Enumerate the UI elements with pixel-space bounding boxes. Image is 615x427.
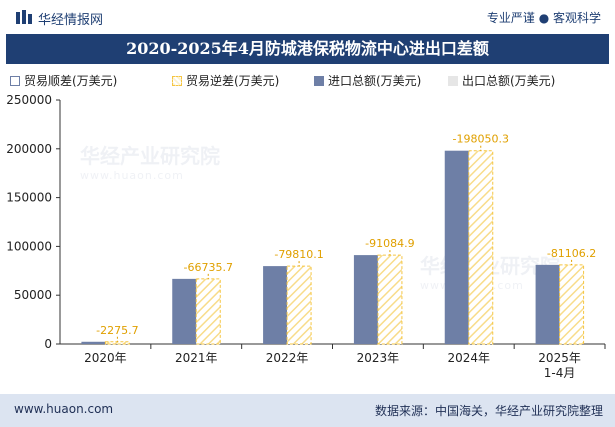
deficit-bar (286, 265, 312, 345)
legend-label-export: 出口总额(万美元) (462, 74, 556, 88)
deficit-bar (195, 278, 221, 345)
deficit-bar (468, 150, 494, 345)
import-bar (263, 266, 288, 344)
data-label: -79810.1 (274, 248, 323, 261)
data-label: -198050.3 (453, 133, 509, 146)
import-bar (535, 264, 560, 344)
footer: www.huaon.com 数据来源：中国海关，华经产业研究院整理 (0, 394, 615, 427)
x-tick-label: 1-4月 (544, 366, 576, 380)
deficit-bar (559, 264, 585, 345)
data-label: -2275.7 (96, 324, 138, 337)
data-label: -66735.7 (184, 261, 233, 274)
legend-label-import: 进口总额(万美元) (328, 74, 422, 88)
legend-swatch-import (314, 76, 324, 86)
deficit-bar (104, 341, 130, 345)
legend-swatch-deficit (172, 76, 182, 86)
import-bar (353, 255, 378, 344)
import-bar (81, 341, 106, 344)
y-tick-label: 100000 (6, 239, 52, 253)
legend-label-surplus: 贸易顺差(万美元) (24, 74, 118, 88)
x-tick-label: 2020年 (84, 351, 127, 365)
top-bar: 华经情报网 专业严谨 ● 客观科学 (0, 0, 615, 34)
y-tick-label: 0 (44, 337, 52, 351)
x-tick-label: 2022年 (266, 351, 309, 365)
chart-title: 2020-2025年4月防城港保税物流中心进出口差额 (126, 39, 489, 58)
data-label: -91084.9 (365, 237, 414, 250)
footer-source: 数据来源：中国海关，华经产业研究院整理 (374, 404, 603, 418)
brand-name: 华经情报网 (38, 13, 104, 28)
import-bar (172, 278, 197, 344)
legend-swatch-export (448, 76, 458, 86)
brand-logo-icon (16, 10, 32, 24)
y-tick-label: 50000 (14, 288, 52, 302)
x-tick-label: 2023年 (357, 351, 400, 365)
legend-label-deficit: 贸易逆差(万美元) (186, 74, 280, 88)
y-tick-label: 250000 (6, 93, 52, 107)
x-tick-label: 2025年 (538, 351, 581, 365)
bar-chart: 0 50000 100000 150000 200000 250000 -2275.7 202… (6, 93, 606, 380)
x-tick-label: 2021年 (175, 351, 218, 365)
title-bar: 2020-2025年4月防城港保税物流中心进出口差额 (6, 34, 609, 64)
footer-website: www.huaon.com (14, 402, 114, 416)
data-label: -81106.2 (547, 247, 596, 260)
deficit-bar (377, 254, 403, 345)
import-bar (444, 150, 469, 344)
y-tick-label: 150000 (6, 191, 52, 205)
legend-swatch-surplus (10, 76, 20, 86)
y-tick-label: 200000 (6, 142, 52, 156)
x-tick-label: 2024年 (447, 351, 490, 365)
tagline: 专业严谨 ● 客观科学 (486, 11, 601, 25)
